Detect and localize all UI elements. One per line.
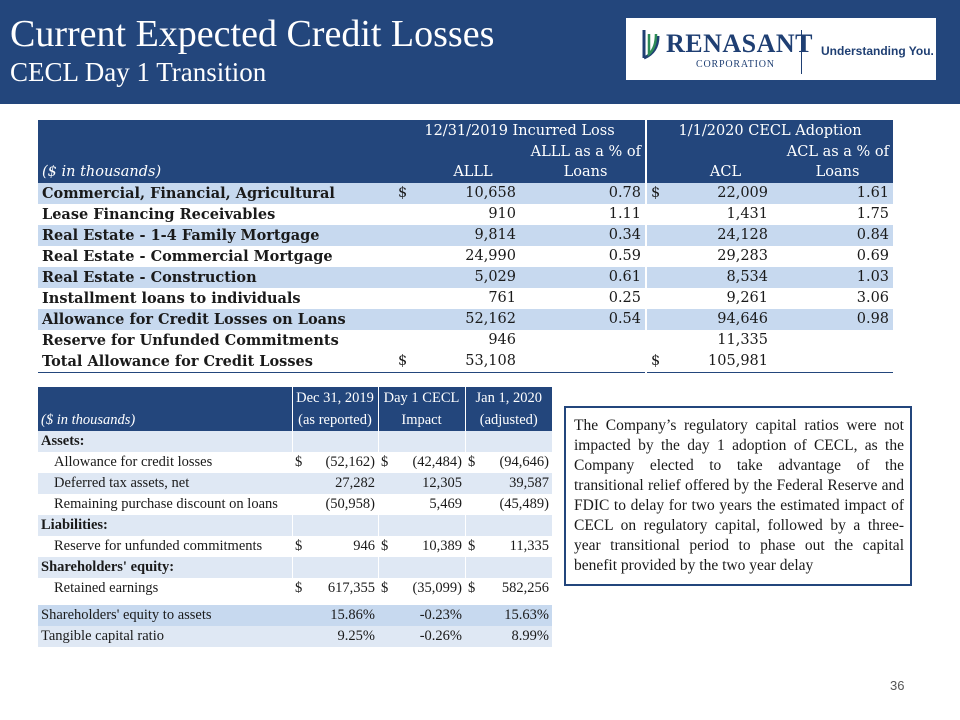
acl-value: $105,981 [645,351,773,373]
row-label: Real Estate - 1-4 Family Mortgage [38,225,394,246]
acl-pct-value [772,330,894,351]
alll-value: 761 [394,288,520,309]
alll-pct-value: 1.11 [520,204,647,225]
table1-header-row-3: ($ in thousands) ALLL Loans ACL Loans [38,162,894,183]
table2-header-top: Dec 31, 2019 Day 1 CECL Jan 1, 2020 [38,387,552,409]
table-row: Allowance for credit losses $ (52,162) $(… [38,452,552,473]
balance-sheet-impact-table: Dec 31, 2019 Day 1 CECL Jan 1, 2020 ($ i… [38,387,553,647]
col-dec31-bot: (as reported) [291,409,378,431]
unit-label: ($ in thousands) [38,162,394,183]
row-label: Real Estate - Commercial Mortgage [38,246,394,267]
ratio-row: Shareholders' equity to assets 15.86% -0… [38,605,552,626]
table-row: Commercial, Financial, Agricultural $10,6… [38,183,894,204]
alll-pct-value: 0.25 [520,288,647,309]
alll-value: 5,029 [394,267,520,288]
table-row: Reserve for Unfunded Commitments 946 11,33… [38,330,894,351]
table1-group-header: 12/31/2019 Incurred Loss 1/1/2020 CECL A… [38,120,894,142]
acl-value: 1,431 [645,204,773,225]
page-number: 36 [890,678,905,693]
col-alll-pct-top: ALLL as a % of [520,142,647,162]
acl-pct-value: 1.75 [772,204,894,225]
alll-pct-value [520,330,647,351]
alll-value: 52,162 [394,309,520,330]
col-alll-pct-bot: Loans [520,162,647,183]
cecl-allowance-table: 12/31/2019 Incurred Loss 1/1/2020 CECL A… [38,120,894,373]
section-assets: Assets: [38,431,553,452]
logo-corporation: CORPORATION [696,59,775,70]
table1-header-row-2: ALLL as a % of ACL as a % of [38,142,894,162]
table-row: Allowance for Credit Losses on Loans 52,1… [38,309,894,330]
row-label: Commercial, Financial, Agricultural [38,183,394,204]
table-gap [38,599,552,605]
section-liabilities: Liabilities: [38,515,553,536]
acl-pct-value: 0.69 [772,246,894,267]
acl-value: 9,261 [645,288,773,309]
col-dec31-top: Dec 31, 2019 [291,387,378,409]
alll-value: $10,658 [394,183,520,204]
acl-pct-value [772,351,894,373]
acl-pct-value: 1.61 [772,183,894,204]
alll-value: $53,108 [394,351,520,373]
ratio-row: Tangible capital ratio 9.25% -0.26% 8.99… [38,626,552,647]
table-row: Real Estate - Construction 5,029 0.61 8,534… [38,267,894,288]
company-logo: RENASANT CORPORATION Understanding You. [626,18,936,80]
page-subtitle: CECL Day 1 Transition [10,57,267,87]
alll-pct-value [520,351,647,373]
alll-pct-value: 0.54 [520,309,647,330]
alll-pct-value: 0.61 [520,267,647,288]
col-acl-pct-top: ACL as a % of [772,142,894,162]
logo-mark-icon [642,30,660,60]
group-cecl-adoption: 1/1/2020 CECL Adoption [645,120,894,142]
table-row: Reserve for unfunded commitments $946 $1… [38,536,552,557]
page-title: Current Expected Credit Losses [10,13,495,55]
row-label: Total Allowance for Credit Losses [38,351,394,373]
table-row: Remaining purchase discount on loans (50… [38,494,552,515]
col-alll: ALLL [394,162,520,183]
acl-pct-value: 0.84 [772,225,894,246]
table-row: Real Estate - 1-4 Family Mortgage 9,814 0.… [38,225,894,246]
acl-value: 29,283 [645,246,773,267]
alll-value: 946 [394,330,520,351]
acl-pct-value: 1.03 [772,267,894,288]
alll-pct-value: 0.34 [520,225,647,246]
alll-value: 9,814 [394,225,520,246]
row-label: Lease Financing Receivables [38,204,394,225]
acl-pct-value: 0.98 [772,309,894,330]
unit-label: ($ in thousands) [38,409,292,431]
alll-pct-value: 0.59 [520,246,647,267]
row-label: Real Estate - Construction [38,267,394,288]
acl-pct-value: 3.06 [772,288,894,309]
alll-pct-value: 0.78 [520,183,647,204]
alll-value: 24,990 [394,246,520,267]
table-row: Lease Financing Receivables 910 1.11 1,431 1… [38,204,894,225]
alll-value: 910 [394,204,520,225]
table-row: Real Estate - Commercial Mortgage 24,990 0… [38,246,894,267]
col-jan1-bot: (adjusted) [464,409,552,431]
group-incurred-loss: 12/31/2019 Incurred Loss [394,120,647,142]
acl-value: 94,646 [645,309,773,330]
table-row: Total Allowance for Credit Losses $53,108… [38,351,894,373]
row-label: Installment loans to individuals [38,288,394,309]
logo-divider [801,30,802,74]
regulatory-capital-note: The Company’s regulatory capital ratios … [564,406,912,586]
acl-value: $22,009 [645,183,773,204]
table-row: Deferred tax assets, net 27,282 12,305 3… [38,473,552,494]
col-jan1-top: Jan 1, 2020 [464,387,552,409]
row-label: Allowance for Credit Losses on Loans [38,309,394,330]
col-acl-pct-bot: Loans [772,162,894,183]
section-equity: Shareholders' equity: [38,557,553,578]
row-label: Reserve for Unfunded Commitments [38,330,394,351]
acl-value: 11,335 [645,330,773,351]
col-day1-bot: Impact [377,409,465,431]
col-day1-top: Day 1 CECL [377,387,465,409]
acl-value: 24,128 [645,225,773,246]
table-row: Installment loans to individuals 761 0.25 9… [38,288,894,309]
table2-header-bottom: ($ in thousands) (as reported) Impact (a… [38,409,552,431]
header-bar: Current Expected Credit Losses CECL Day … [0,0,960,104]
logo-tagline: Understanding You. [821,44,934,58]
acl-value: 8,534 [645,267,773,288]
col-acl: ACL [645,162,773,183]
logo-name: RENASANT [666,29,814,58]
table-row: Retained earnings $617,355 $ (35,099) $58… [38,578,552,599]
